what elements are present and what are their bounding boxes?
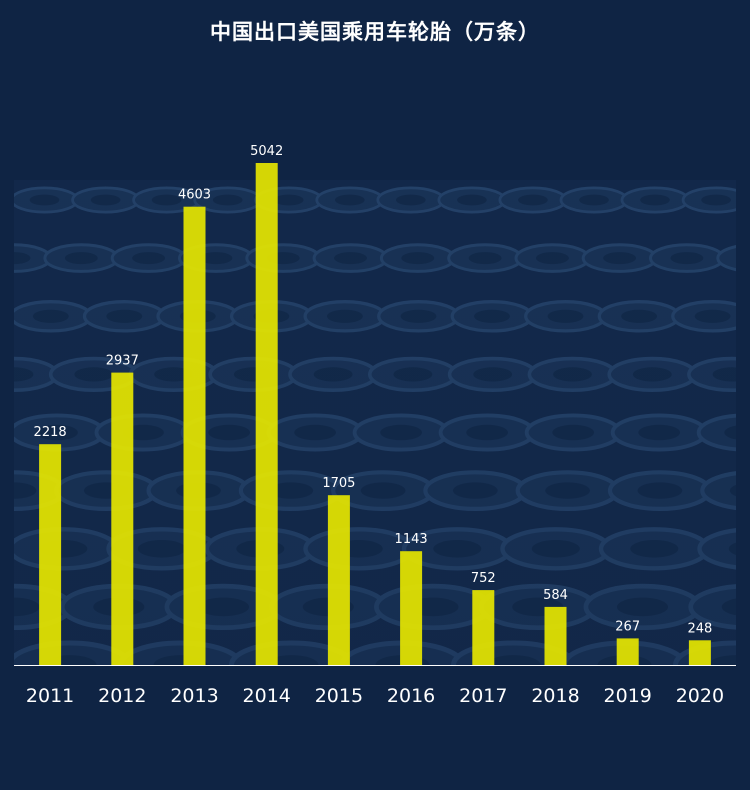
x-tick-label-2012: 2012 [98, 685, 146, 707]
bar-2018 [544, 606, 567, 665]
x-tick-label-2017: 2017 [459, 685, 507, 707]
bar-2017 [472, 590, 495, 665]
bar-2020 [688, 640, 711, 665]
x-tick-label-2013: 2013 [170, 685, 218, 707]
x-tick-label-2011: 2011 [26, 685, 74, 707]
data-label-2020: 248 [687, 621, 712, 636]
data-label-2012: 2937 [106, 354, 139, 369]
x-tick-label-2018: 2018 [531, 685, 579, 707]
data-label-2014: 5042 [250, 144, 283, 159]
data-label-2018: 584 [543, 588, 568, 603]
data-label-2019: 267 [615, 619, 640, 634]
photo-overlay [14, 180, 736, 665]
x-tick-label-2016: 2016 [387, 685, 435, 707]
data-label-2015: 1705 [322, 476, 355, 491]
bar-2012 [111, 372, 134, 665]
x-tick-label-2015: 2015 [315, 685, 363, 707]
tire-hole [738, 252, 750, 264]
x-tick-label-2014: 2014 [243, 685, 291, 707]
data-label-2016: 1143 [395, 532, 428, 547]
bar-2011 [39, 444, 62, 665]
data-label-2011: 2218 [34, 425, 67, 440]
bar-2019 [616, 638, 639, 665]
bar-2014 [255, 163, 278, 665]
x-tick-label-2020: 2020 [676, 685, 724, 707]
data-label-2017: 752 [471, 571, 496, 586]
bar-2013 [183, 206, 206, 665]
x-tick-label-2019: 2019 [604, 685, 652, 707]
chart-title: 中国出口美国乘用车轮胎（万条） [210, 20, 540, 44]
bar-2015 [327, 495, 350, 665]
data-label-2013: 4603 [178, 188, 211, 203]
bar-2016 [400, 551, 423, 665]
